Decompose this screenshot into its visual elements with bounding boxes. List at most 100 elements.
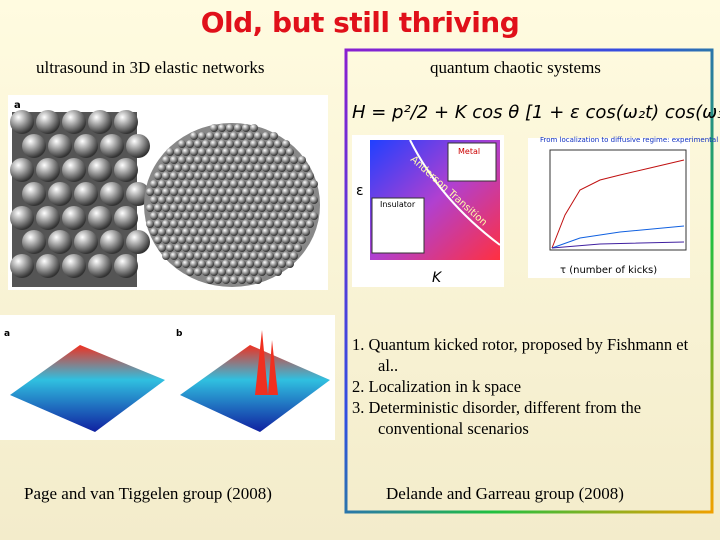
sphere: [250, 124, 258, 132]
sphere: [218, 220, 226, 228]
sphere: [242, 172, 250, 180]
sphere: [230, 276, 238, 284]
sphere: [166, 148, 174, 156]
sphere: [174, 260, 182, 268]
sphere: [178, 188, 186, 196]
sphere: [258, 204, 266, 212]
sphere: [88, 206, 112, 230]
sphere: [154, 172, 162, 180]
sphere: [266, 220, 274, 228]
sphere: [182, 228, 190, 236]
sphere: [214, 196, 222, 204]
sphere: [154, 236, 162, 244]
sphere: [182, 212, 190, 220]
sphere: [198, 212, 206, 220]
sphere: [298, 236, 306, 244]
sphere: [210, 188, 218, 196]
sphere: [254, 260, 262, 268]
sphere: [146, 204, 154, 212]
sphere: [170, 252, 178, 260]
transition-line: [409, 139, 501, 246]
sphere: [290, 220, 298, 228]
caption: ultrasound in 3D elastic networks: [36, 58, 265, 77]
sphere: [294, 196, 302, 204]
sphere: [282, 140, 290, 148]
terrain-b: [180, 345, 330, 432]
sphere: [206, 212, 214, 220]
sphere: [146, 220, 154, 228]
sphere: [150, 180, 158, 188]
sphere: [274, 236, 282, 244]
list-item: 2. Localization in k space: [352, 377, 522, 396]
sphere: [242, 188, 250, 196]
sphere: [246, 132, 254, 140]
sphere: [270, 212, 278, 220]
sphere: [158, 244, 166, 252]
sphere: [306, 204, 314, 212]
sphere: [250, 156, 258, 164]
sphere: [234, 124, 242, 132]
sphere: [174, 228, 182, 236]
credit: Page and van Tiggelen group (2008): [24, 484, 272, 503]
sphere: [198, 196, 206, 204]
sphere: [194, 140, 202, 148]
sphere: [254, 212, 262, 220]
sphere: [282, 252, 290, 260]
sphere: [36, 158, 60, 182]
sphere: [218, 252, 226, 260]
sphere: [150, 196, 158, 204]
sphere: [194, 172, 202, 180]
sphere: [206, 196, 214, 204]
sphere: [274, 252, 282, 260]
sphere: [250, 188, 258, 196]
sphere: [266, 172, 274, 180]
sphere: [290, 252, 298, 260]
graph-frame: [528, 138, 690, 278]
sphere: [100, 182, 124, 206]
sphere: [246, 180, 254, 188]
sphere: [186, 268, 194, 276]
sphere: [222, 164, 230, 172]
sphere: [290, 236, 298, 244]
sphere: [178, 140, 186, 148]
sphere: [174, 148, 182, 156]
sphere: [298, 188, 306, 196]
sphere: [194, 156, 202, 164]
sphere: [250, 252, 258, 260]
sphere: [302, 212, 310, 220]
sphere: [242, 236, 250, 244]
sphere: [274, 220, 282, 228]
sphere: [202, 236, 210, 244]
sphere: [234, 252, 242, 260]
sphere: [190, 132, 198, 140]
sphere: [150, 228, 158, 236]
sphere: [282, 220, 290, 228]
sphere: [22, 230, 46, 254]
sphere: [190, 244, 198, 252]
sphere: [274, 140, 282, 148]
sphere: [174, 244, 182, 252]
sphere: [306, 172, 314, 180]
sphere: [214, 148, 222, 156]
sphere: [266, 268, 274, 276]
sphere: [198, 260, 206, 268]
sphere: [226, 188, 234, 196]
sphere: [100, 134, 124, 158]
sphere: [262, 228, 270, 236]
sphere: [226, 268, 234, 276]
sphere: [298, 220, 306, 228]
sphere: [218, 204, 226, 212]
sphere: [290, 172, 298, 180]
sphere: [278, 164, 286, 172]
sphere: [174, 180, 182, 188]
sphere: [190, 164, 198, 172]
sphere: [190, 148, 198, 156]
sphere: [230, 244, 238, 252]
sphere: [214, 244, 222, 252]
sphere: [166, 212, 174, 220]
sphere: [294, 244, 302, 252]
sphere: [274, 204, 282, 212]
sphere: [258, 140, 266, 148]
sphere: [218, 172, 226, 180]
sphere: [62, 158, 86, 182]
